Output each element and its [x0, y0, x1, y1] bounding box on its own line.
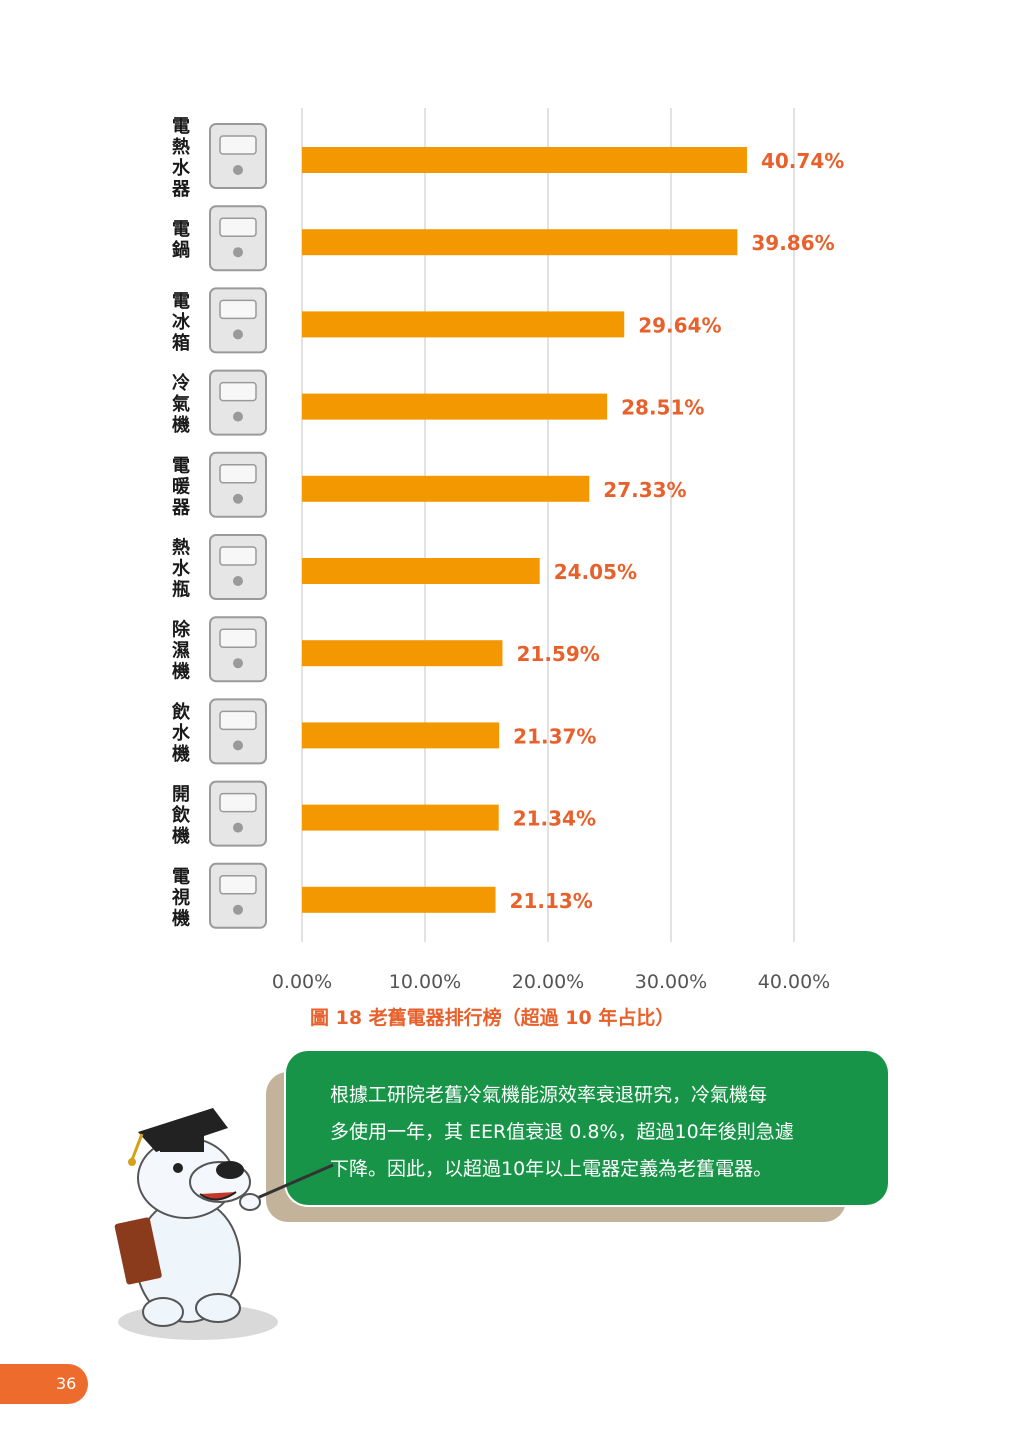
bar — [302, 147, 747, 173]
category-label: 熱水瓶 — [172, 537, 191, 601]
value-label: 24.05% — [554, 560, 637, 584]
bar — [302, 722, 500, 749]
value-label: 27.33% — [603, 478, 686, 502]
x-tick-label: 40.00% — [758, 971, 830, 993]
bar — [302, 804, 499, 831]
thermos-icon — [209, 534, 267, 600]
bar — [302, 229, 738, 256]
refrigerator-icon — [209, 287, 267, 354]
polar-bear-mascot-icon — [114, 1108, 334, 1340]
note-line: 下降。因此，以超過10年以上電器定義為老舊電器。 — [330, 1158, 773, 1180]
value-label: 29.64% — [638, 313, 721, 337]
television-icon — [209, 862, 267, 929]
bar — [302, 640, 503, 667]
x-tick-label: 10.00% — [389, 971, 461, 993]
note-box: 根據工研院老舊冷氣機能源效率衰退研究，冷氣機每 多使用一年，其 EER值衰退 0… — [286, 1051, 888, 1205]
hot-water-dispenser-icon — [209, 780, 267, 847]
bar — [302, 311, 625, 338]
value-label: 28.51% — [621, 396, 704, 420]
category-label: 電熱水器 — [171, 116, 191, 200]
bars — [302, 147, 747, 913]
value-labels: 40.74% 39.86% 29.64% 28.51% 27.33% 24.05% 21.5… — [510, 149, 845, 913]
page-number: 36 — [56, 1374, 77, 1393]
note-line: 多使用一年，其 EER值衰退 0.8%，超過10年後則急遽 — [330, 1121, 794, 1143]
air-conditioner-icon — [209, 369, 267, 436]
x-axis-ticks: 0.00% 10.00% 20.00% 30.00% 40.00% — [272, 971, 830, 993]
electric-heater-icon — [209, 451, 267, 518]
dehumidifier-icon — [209, 616, 267, 683]
value-label: 39.86% — [751, 231, 834, 255]
category-label: 開飲機 — [171, 784, 191, 847]
value-label: 21.34% — [513, 807, 596, 831]
category-label: 冷氣機 — [172, 372, 190, 436]
bar — [302, 475, 590, 502]
category-label: 電視機 — [171, 866, 190, 929]
category-label: 電暖器 — [171, 455, 191, 518]
bar — [302, 886, 496, 913]
rice-cooker-icon — [209, 205, 267, 272]
note-line: 根據工研院老舊冷氣機能源效率衰退研究，冷氣機每 — [330, 1084, 768, 1106]
page-number-tab: 36 — [0, 1364, 88, 1404]
category-label: 電冰箱 — [172, 291, 191, 354]
note-text: 根據工研院老舊冷氣機能源效率衰退研究，冷氣機每 多使用一年，其 EER值衰退 0… — [330, 1077, 878, 1188]
value-label: 21.13% — [510, 889, 593, 913]
x-tick-label: 30.00% — [635, 971, 707, 993]
appliance-icons — [209, 123, 267, 929]
category-label: 飲水機 — [171, 701, 191, 765]
category-label: 電鍋 — [172, 219, 190, 261]
bar — [302, 558, 540, 584]
water-heater-icon — [209, 123, 267, 189]
figure-caption: 圖 18 老舊電器排行榜（超過 10 年占比） — [310, 1007, 675, 1029]
category-label: 除濕機 — [172, 619, 191, 683]
value-label: 40.74% — [761, 149, 844, 173]
x-tick-label: 20.00% — [512, 971, 584, 993]
bar — [302, 393, 608, 420]
value-label: 21.37% — [513, 724, 596, 748]
water-dispenser-icon — [209, 698, 267, 765]
x-tick-label: 0.00% — [272, 971, 332, 993]
value-label: 21.59% — [516, 642, 599, 666]
